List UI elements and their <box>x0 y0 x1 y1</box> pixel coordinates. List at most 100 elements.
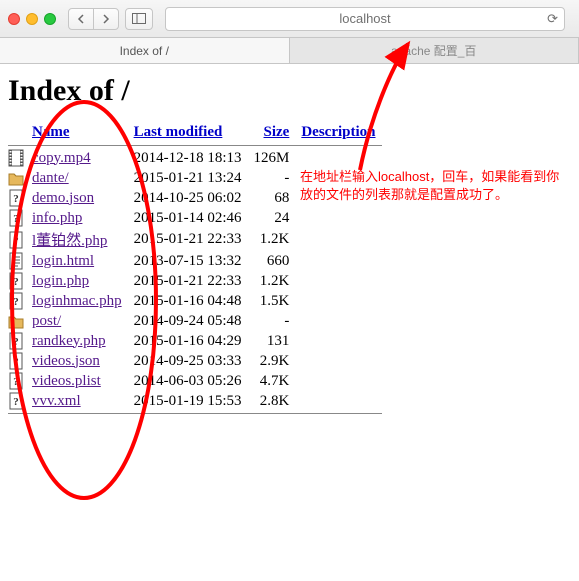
file-name-cell: l董铂然.php <box>26 228 128 251</box>
size-cell: 4.7K <box>248 371 296 391</box>
svg-text:?: ? <box>13 396 19 408</box>
file-link[interactable]: login.html <box>32 253 94 269</box>
table-row: ?videos.json2014-09-25 03:332.9K <box>8 351 382 371</box>
file-link[interactable]: loginhmac.php <box>32 293 122 309</box>
file-link[interactable]: l董铂然.php <box>32 233 107 249</box>
unknown-icon: ? <box>8 371 26 391</box>
tab-label: apache 配置_百 <box>391 42 476 59</box>
svg-text:?: ? <box>13 296 19 308</box>
desc-cell <box>295 371 381 391</box>
file-name-cell: vvv.xml <box>26 391 128 411</box>
file-link[interactable]: videos.json <box>32 353 100 369</box>
desc-cell <box>295 251 381 271</box>
file-name-cell: videos.plist <box>26 371 128 391</box>
table-row: post/2014-09-24 05:48- <box>8 311 382 331</box>
file-link[interactable]: login.php <box>32 273 89 289</box>
file-link[interactable]: copy.mp4 <box>32 150 91 166</box>
file-link[interactable]: videos.plist <box>32 373 101 389</box>
reload-icon[interactable]: ⟳ <box>547 11 558 27</box>
svg-text:?: ? <box>13 193 19 205</box>
size-cell: 126M <box>248 148 296 168</box>
window-controls <box>8 13 56 25</box>
table-row: copy.mp42014-12-18 18:13126M <box>8 148 382 168</box>
table-row: ?login.php2015-01-21 22:331.2K <box>8 271 382 291</box>
file-name-cell: randkey.php <box>26 331 128 351</box>
file-link[interactable]: demo.json <box>32 190 94 206</box>
file-link[interactable]: info.php <box>32 210 82 226</box>
desc-cell <box>295 271 381 291</box>
table-row: ? videos.plist 2014-06-03 05:264.7K <box>8 371 382 391</box>
size-cell: 1.2K <box>248 228 296 251</box>
file-name-cell: post/ <box>26 311 128 331</box>
forward-button[interactable] <box>93 8 119 30</box>
directory-listing-table: Name Last modified Size Description copy… <box>8 122 382 416</box>
desc-cell <box>295 208 381 228</box>
size-cell: 660 <box>248 251 296 271</box>
desc-cell <box>295 351 381 371</box>
desc-cell <box>295 291 381 311</box>
svg-text:?: ? <box>13 276 19 288</box>
modified-cell: 2015-01-14 02:46 <box>128 208 248 228</box>
modified-cell: 2015-01-16 04:29 <box>128 331 248 351</box>
tab-label: Index of / <box>120 44 169 58</box>
modified-cell: 2015-01-21 22:33 <box>128 271 248 291</box>
tab-apache[interactable]: apache 配置_百 <box>290 38 579 63</box>
unknown-icon: ? <box>8 391 26 411</box>
text-icon <box>8 251 26 271</box>
table-row: ? info.php 2015-01-14 02:4624 <box>8 208 382 228</box>
unknown-icon: ? <box>8 331 26 351</box>
modified-cell: 2014-06-03 05:26 <box>128 371 248 391</box>
tab-bar: Index of / apache 配置_百 <box>0 38 579 64</box>
size-cell: 2.8K <box>248 391 296 411</box>
desc-cell <box>295 391 381 411</box>
col-name[interactable]: Name <box>26 122 128 143</box>
desc-cell <box>295 311 381 331</box>
video-icon <box>8 148 26 168</box>
size-cell: 24 <box>248 208 296 228</box>
table-row: login.html2013-07-15 13:32660 <box>8 251 382 271</box>
file-name-cell: info.php <box>26 208 128 228</box>
minimize-window-button[interactable] <box>26 13 38 25</box>
col-desc[interactable]: Description <box>295 122 381 143</box>
unknown-icon: ? <box>8 271 26 291</box>
modified-cell: 2014-10-25 06:02 <box>128 188 248 208</box>
browser-toolbar: localhost ⟳ <box>0 0 579 38</box>
back-button[interactable] <box>68 8 94 30</box>
size-cell: 68 <box>248 188 296 208</box>
table-row: ? randkey.php 2015-01-16 04:29131 <box>8 331 382 351</box>
tab-index[interactable]: Index of / <box>0 38 290 63</box>
size-cell: 2.9K <box>248 351 296 371</box>
file-link[interactable]: post/ <box>32 313 61 329</box>
nav-buttons <box>68 8 119 30</box>
zoom-window-button[interactable] <box>44 13 56 25</box>
unknown-icon: ? <box>8 228 26 251</box>
svg-text:?: ? <box>13 213 19 225</box>
desc-cell <box>295 148 381 168</box>
svg-text:?: ? <box>13 336 19 348</box>
file-name-cell: login.php <box>26 271 128 291</box>
col-size[interactable]: Size <box>248 122 296 143</box>
address-bar[interactable]: localhost ⟳ <box>165 7 565 31</box>
file-link[interactable]: vvv.xml <box>32 393 81 409</box>
modified-cell: 2015-01-16 04:48 <box>128 291 248 311</box>
svg-text:?: ? <box>13 356 19 368</box>
sidebar-button[interactable] <box>125 8 153 30</box>
folder-icon <box>8 168 26 188</box>
table-row: ?loginhmac.php2015-01-16 04:481.5K <box>8 291 382 311</box>
size-cell: 131 <box>248 331 296 351</box>
unknown-icon: ? <box>8 291 26 311</box>
size-cell: - <box>248 311 296 331</box>
close-window-button[interactable] <box>8 13 20 25</box>
table-header-row: Name Last modified Size Description <box>8 122 382 143</box>
file-name-cell: loginhmac.php <box>26 291 128 311</box>
col-modified[interactable]: Last modified <box>128 122 248 143</box>
svg-text:?: ? <box>13 235 19 247</box>
file-link[interactable]: randkey.php <box>32 333 106 349</box>
unknown-icon: ? <box>8 188 26 208</box>
file-name-cell: videos.json <box>26 351 128 371</box>
file-link[interactable]: dante/ <box>32 170 69 186</box>
table-row: ?vvv.xml2015-01-19 15:532.8K <box>8 391 382 411</box>
unknown-icon: ? <box>8 208 26 228</box>
page-content: Index of / Name Last modified Size Descr… <box>0 64 579 416</box>
size-cell: - <box>248 168 296 188</box>
